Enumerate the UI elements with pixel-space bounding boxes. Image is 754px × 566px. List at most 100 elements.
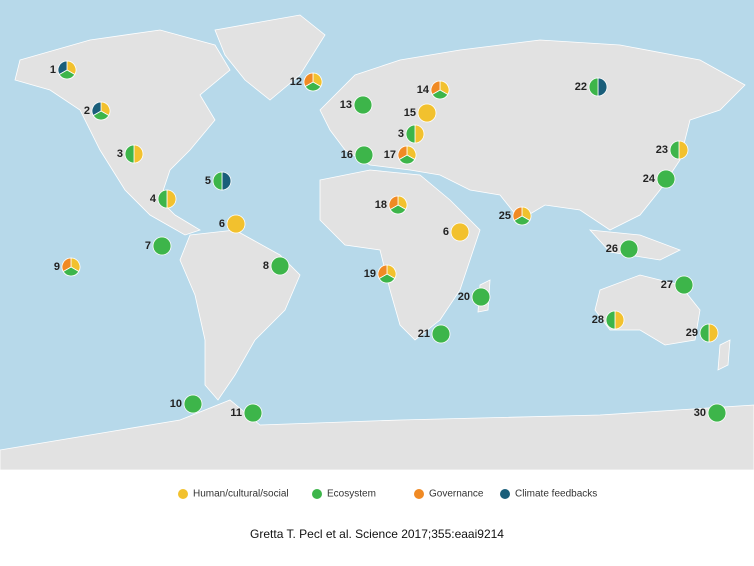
marker-number: 29 bbox=[686, 327, 698, 339]
legend: Human/cultural/social Ecosystem Governance… bbox=[178, 489, 597, 500]
pie-slice bbox=[430, 80, 441, 96]
marker: 13 bbox=[340, 95, 373, 115]
pie-slice bbox=[157, 189, 168, 209]
pie-slice bbox=[678, 140, 689, 160]
marker-number: 15 bbox=[404, 107, 416, 119]
pie-slice bbox=[397, 145, 408, 161]
pie-slice bbox=[597, 77, 608, 97]
marker: 23 bbox=[656, 140, 689, 160]
pie-slice bbox=[388, 195, 399, 211]
marker-number: 18 bbox=[375, 199, 387, 211]
marker-number: 16 bbox=[341, 149, 353, 161]
marker: 8 bbox=[263, 256, 290, 276]
marker: 28 bbox=[592, 310, 625, 330]
legend-swatch bbox=[414, 489, 424, 499]
pie-slice bbox=[405, 124, 416, 144]
pie-slice bbox=[354, 145, 374, 165]
pie-slice bbox=[669, 140, 680, 160]
marker: 1 bbox=[50, 60, 77, 80]
marker: 11 bbox=[230, 403, 263, 423]
legend-label: Ecosystem bbox=[327, 489, 376, 500]
legend-label: Governance bbox=[429, 489, 484, 500]
pie-slice bbox=[699, 323, 710, 343]
australia bbox=[594, 274, 701, 346]
marker-number: 3 bbox=[117, 148, 123, 160]
new-zealand bbox=[717, 339, 731, 371]
marker: 30 bbox=[694, 403, 727, 423]
marker-number: 3 bbox=[398, 128, 404, 140]
marker: 26 bbox=[606, 239, 639, 259]
marker: 19 bbox=[364, 264, 397, 284]
legend-label: Climate feedbacks bbox=[515, 489, 597, 500]
marker: 24 bbox=[643, 169, 676, 189]
pie-slice bbox=[414, 124, 425, 144]
marker-number: 25 bbox=[499, 210, 511, 222]
marker: 3 bbox=[398, 124, 425, 144]
pie-slice bbox=[270, 256, 290, 276]
africa bbox=[319, 169, 481, 341]
south-america bbox=[179, 229, 301, 401]
marker-number: 27 bbox=[661, 279, 673, 291]
marker-number: 6 bbox=[443, 226, 449, 238]
marker-number: 2 bbox=[84, 105, 90, 117]
legend-label: Human/cultural/social bbox=[193, 489, 289, 500]
marker: 21 bbox=[418, 324, 451, 344]
marker-number: 5 bbox=[205, 175, 211, 187]
pie-slice bbox=[417, 103, 437, 123]
marker: 5 bbox=[205, 171, 232, 191]
marker-number: 24 bbox=[643, 173, 656, 185]
marker-number: 21 bbox=[418, 328, 430, 340]
pie-slice bbox=[614, 310, 625, 330]
pie-slice bbox=[226, 214, 246, 234]
pie-slice bbox=[133, 144, 144, 164]
marker: 9 bbox=[54, 257, 81, 277]
pie-slice bbox=[57, 60, 68, 76]
marker-number: 13 bbox=[340, 99, 352, 111]
legend-swatch bbox=[500, 489, 510, 499]
marker-number: 26 bbox=[606, 243, 618, 255]
pie-slice bbox=[619, 239, 639, 259]
pie-slice bbox=[450, 222, 470, 242]
marker: 4 bbox=[150, 189, 177, 209]
marker-number: 4 bbox=[150, 193, 157, 205]
pie-slice bbox=[605, 310, 616, 330]
pie-slice bbox=[91, 101, 102, 117]
legend-swatch bbox=[178, 489, 188, 499]
marker-number: 14 bbox=[417, 84, 430, 96]
marker: 10 bbox=[170, 394, 203, 414]
marker: 17 bbox=[384, 145, 417, 165]
marker: 16 bbox=[341, 145, 374, 165]
marker-number: 10 bbox=[170, 398, 182, 410]
marker: 14 bbox=[417, 80, 450, 100]
marker: 22 bbox=[575, 77, 608, 97]
pie-slice bbox=[707, 403, 727, 423]
greenland bbox=[214, 14, 326, 101]
marker-number: 9 bbox=[54, 261, 60, 273]
pie-slice bbox=[431, 324, 451, 344]
pie-slice bbox=[61, 257, 72, 273]
pie-slice bbox=[656, 169, 676, 189]
marker: 7 bbox=[145, 236, 172, 256]
marker-number: 30 bbox=[694, 407, 706, 419]
marker-number: 12 bbox=[290, 76, 302, 88]
marker: 15 bbox=[404, 103, 437, 123]
pie-slice bbox=[183, 394, 203, 414]
pie-slice bbox=[588, 77, 599, 97]
marker: 29 bbox=[686, 323, 719, 343]
pie-slice bbox=[243, 403, 263, 423]
pie-slice bbox=[674, 275, 694, 295]
marker-number: 23 bbox=[656, 144, 668, 156]
marker-number: 1 bbox=[50, 64, 56, 76]
pie-slice bbox=[152, 236, 172, 256]
pie-slice bbox=[303, 72, 314, 88]
marker-number: 8 bbox=[263, 260, 269, 272]
marker: 25 bbox=[499, 206, 532, 226]
marker: 18 bbox=[375, 195, 408, 215]
marker-number: 17 bbox=[384, 149, 396, 161]
pie-slice bbox=[377, 264, 388, 280]
marker-number: 19 bbox=[364, 268, 376, 280]
antarctica bbox=[0, 399, 754, 471]
marker-number: 6 bbox=[219, 218, 225, 230]
